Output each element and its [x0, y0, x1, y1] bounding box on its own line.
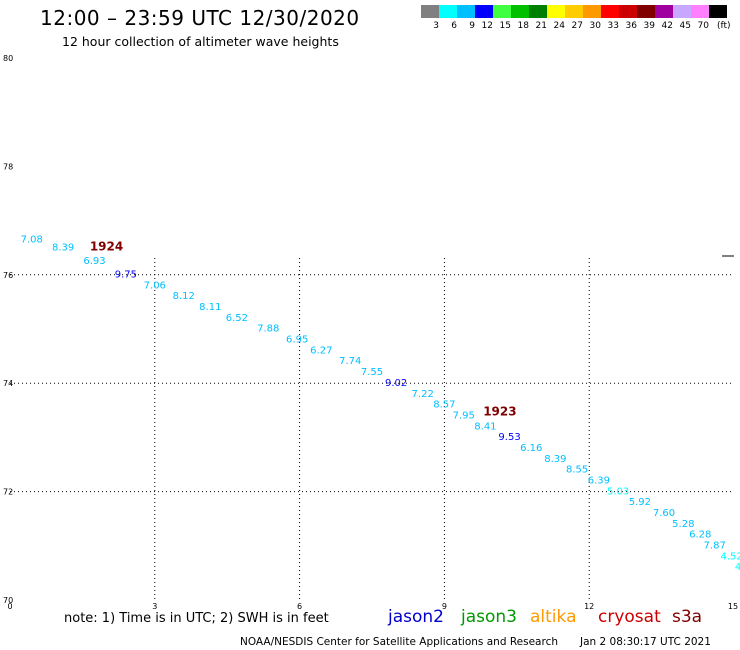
wave-height-label: 6.93: [83, 256, 105, 267]
wave-height-label: 7.74: [339, 356, 361, 367]
legend-label: 12: [481, 21, 493, 31]
y-tick-label: 78: [3, 162, 13, 171]
footnote: note: 1) Time is in UTC; 2) SWH is in fe…: [64, 611, 329, 626]
wave-height-label: 5.03: [607, 486, 629, 497]
wave-height-label: 7.55: [361, 367, 383, 378]
wave-height-label: 8.39: [544, 454, 566, 465]
wave-height-label: 7.88: [257, 324, 279, 335]
generated-timestamp: Jan 2 08:30:17 UTC 2021: [580, 636, 711, 648]
y-tick-label: 74: [3, 379, 13, 388]
legend-label: 6: [451, 21, 457, 31]
y-axis-ticks: 70 72 74 76 78 80: [3, 54, 13, 605]
wave-height-label: 8.12: [173, 291, 195, 302]
wave-height-label: 9.75: [115, 270, 137, 281]
legend-swatch: [691, 5, 709, 18]
legend-label: 45: [679, 21, 691, 31]
wave-height-label: 8.55: [566, 465, 588, 476]
legend-swatches: [421, 5, 727, 18]
pass-time-annotation: 1924: [90, 239, 123, 253]
mission-altika: altika: [530, 607, 577, 627]
legend-swatch: [547, 5, 565, 18]
legend-label: 36: [625, 21, 637, 31]
wave-height-label: 9.53: [498, 432, 520, 443]
wave-height-label: 8.11: [199, 302, 221, 313]
wave-height-label: 6.27: [310, 345, 332, 356]
y-tick-label: 80: [3, 54, 13, 63]
legend-label: 3: [433, 21, 439, 31]
wave-height-label: 7.22: [412, 389, 434, 400]
y-tick-label: 72: [3, 488, 13, 497]
wave-height-label: 6.39: [588, 475, 610, 486]
legend-swatch: [529, 5, 547, 18]
legend-label: 24: [553, 21, 565, 31]
legend-label: 15: [499, 21, 511, 31]
legend-label: 30: [589, 21, 601, 31]
wave-height-label: 7.87: [704, 541, 726, 552]
legend-label: 18: [517, 21, 529, 31]
legend-swatch: [565, 5, 583, 18]
legend-label: 33: [607, 21, 619, 31]
mission-jason2: jason2: [388, 607, 444, 627]
x-tick-label: 15: [728, 602, 738, 611]
chart-subtitle: 12 hour collection of altimeter wave hei…: [62, 34, 339, 49]
legend-label: 42: [661, 21, 673, 31]
legend-labels: 3 6 9 12 15 18 21 24 27 30 33 36 39 42 45 70: [421, 21, 727, 31]
wave-height-label: 6.16: [520, 443, 542, 454]
credit-text: NOAA/NESDIS Center for Satellite Applica…: [240, 636, 558, 648]
legend-swatch: [439, 5, 457, 18]
legend-swatch: [493, 5, 511, 18]
x-tick-label: 9: [442, 602, 447, 611]
legend-swatch: [457, 5, 475, 18]
legend-label: 21: [535, 21, 547, 31]
wave-height-label: 8.39: [52, 242, 74, 253]
legend-swatch: [583, 5, 601, 18]
legend-label: 39: [643, 21, 655, 31]
wave-height-label: 7.08: [21, 234, 43, 245]
legend-swatch: [601, 5, 619, 18]
x-tick-label: 6: [297, 602, 302, 611]
wave-height-label: 6.28: [689, 530, 711, 541]
annotations: 1924 1923: [90, 239, 517, 418]
legend-swatch: [619, 5, 637, 18]
legend-swatch: [655, 5, 673, 18]
legend-label: 27: [571, 21, 583, 31]
wave-height-label: 7.06: [144, 280, 166, 291]
wave-height-label: 7.60: [653, 508, 675, 519]
legend-swatch: [511, 5, 529, 18]
legend-label: 70: [697, 21, 709, 31]
legend-swatch: [421, 5, 439, 18]
legend-label: 9: [469, 21, 475, 31]
chart-title: 12:00 – 23:59 UTC 12/30/2020: [40, 6, 360, 30]
x-tick-label: 0: [7, 602, 12, 611]
wave-height-label: 5.92: [629, 497, 651, 508]
legend-swatch: [709, 5, 727, 18]
y-tick-label: 76: [3, 271, 13, 280]
wave-height-label: 7.95: [453, 410, 475, 421]
legend-unit: (ft): [717, 21, 731, 31]
wave-height-label: 5.28: [672, 519, 694, 530]
y-tick-label: 70: [3, 596, 13, 605]
x-axis-ticks: 0 3 6 9 12 15: [7, 602, 738, 611]
x-tick-label: 12: [584, 602, 594, 611]
x-tick-label: 3: [152, 602, 157, 611]
legend-swatch: [475, 5, 493, 18]
data-labels: 7.08 8.39 6.93 9.75 7.06 8.12 8.11 6.52 7.88 6.95…: [21, 234, 740, 573]
wave-height-label: 4.52: [720, 551, 740, 562]
color-scale-legend: 3 6 9 12 15 18 21 24 27 30 33 36 39 42 45 70 (ft): [421, 5, 731, 31]
wave-height-label: 8.41: [474, 421, 496, 432]
legend-swatch: [673, 5, 691, 18]
pass-time-annotation: 1923: [483, 405, 516, 419]
legend-swatch: [637, 5, 655, 18]
mission-cryosat: cryosat: [598, 607, 661, 627]
mission-s3a: s3a: [672, 607, 703, 627]
wave-height-label: 4.27: [735, 562, 740, 573]
wave-height-label: 6.95: [286, 335, 308, 346]
wave-height-label: 6.52: [226, 313, 248, 324]
grid-lines: [10, 255, 734, 600]
wave-height-label: 9.02: [385, 378, 407, 389]
wave-height-label: 8.57: [433, 400, 455, 411]
mission-jason3: jason3: [461, 607, 517, 627]
